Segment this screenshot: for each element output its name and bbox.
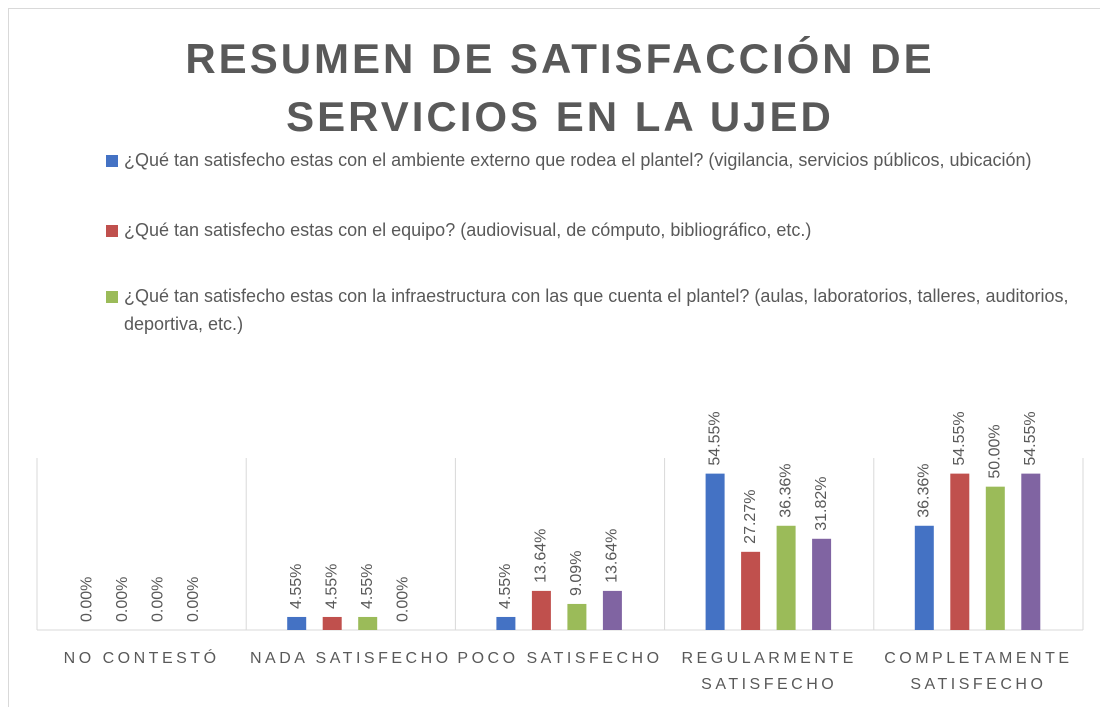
- legend-swatch: [106, 225, 118, 237]
- data-label: 0.00%: [114, 577, 131, 622]
- data-label: 54.55%: [706, 411, 723, 465]
- bar: [496, 616, 516, 630]
- data-label: 4.55%: [497, 564, 514, 609]
- x-tick-label: NADA SATISFECHO: [250, 650, 452, 667]
- x-tick-label: POCO SATISFECHO: [457, 650, 663, 667]
- legend-item: ¿Qué tan satisfecho estas con el ambient…: [106, 146, 1074, 174]
- data-label: 36.36%: [777, 464, 794, 518]
- x-tick-label: NO CONTESTÓ: [63, 650, 220, 667]
- data-label: 0.00%: [150, 577, 167, 622]
- legend-swatch: [106, 291, 118, 303]
- data-label: 31.82%: [813, 477, 830, 531]
- legend-label: ¿Qué tan satisfecho estas con el equipo?…: [124, 220, 812, 240]
- data-label: 54.55%: [1022, 411, 1039, 465]
- legend-label: ¿Qué tan satisfecho estas con la infraes…: [124, 286, 1069, 334]
- chart-title: RESUMEN DE SATISFACCIÓN DE SERVICIOS EN …: [185, 35, 935, 140]
- bar: [358, 616, 378, 630]
- data-label: 36.36%: [916, 464, 933, 518]
- bar: [567, 603, 587, 630]
- data-label: 4.55%: [359, 564, 376, 609]
- bar: [322, 616, 342, 630]
- bar: [776, 525, 796, 630]
- data-label: 9.09%: [568, 551, 585, 596]
- bar: [950, 473, 970, 630]
- data-label: 13.64%: [533, 529, 550, 583]
- bar: [287, 616, 307, 630]
- bar: [531, 590, 551, 630]
- data-label: 50.00%: [987, 424, 1004, 478]
- legend-item: ¿Qué tan satisfecho estas con la infraes…: [106, 282, 1074, 338]
- legend-item: ¿Qué tan satisfecho estas con el equipo?…: [106, 216, 1074, 244]
- bar: [741, 551, 761, 630]
- data-label: 54.55%: [951, 411, 968, 465]
- data-label: 4.55%: [288, 564, 305, 609]
- legend-label: ¿Qué tan satisfecho estas con el ambient…: [124, 150, 1032, 170]
- bar: [812, 538, 832, 630]
- chart-border: [8, 8, 1100, 707]
- data-label: 4.55%: [323, 564, 340, 609]
- bar: [602, 590, 622, 630]
- legend-swatch: [106, 155, 118, 167]
- x-tick-label: COMPLETAMENTE SATISFECHO: [884, 650, 1073, 693]
- data-label: 13.64%: [604, 529, 621, 583]
- bar: [914, 525, 934, 630]
- bar: [705, 473, 725, 630]
- data-label: 0.00%: [394, 577, 411, 622]
- x-tick-label: REGULARMENTE SATISFECHO: [681, 650, 857, 693]
- bar: [1021, 473, 1041, 630]
- data-label: 27.27%: [742, 490, 759, 544]
- bar: [985, 486, 1005, 630]
- data-label: 0.00%: [79, 577, 96, 622]
- data-label: 0.00%: [185, 577, 202, 622]
